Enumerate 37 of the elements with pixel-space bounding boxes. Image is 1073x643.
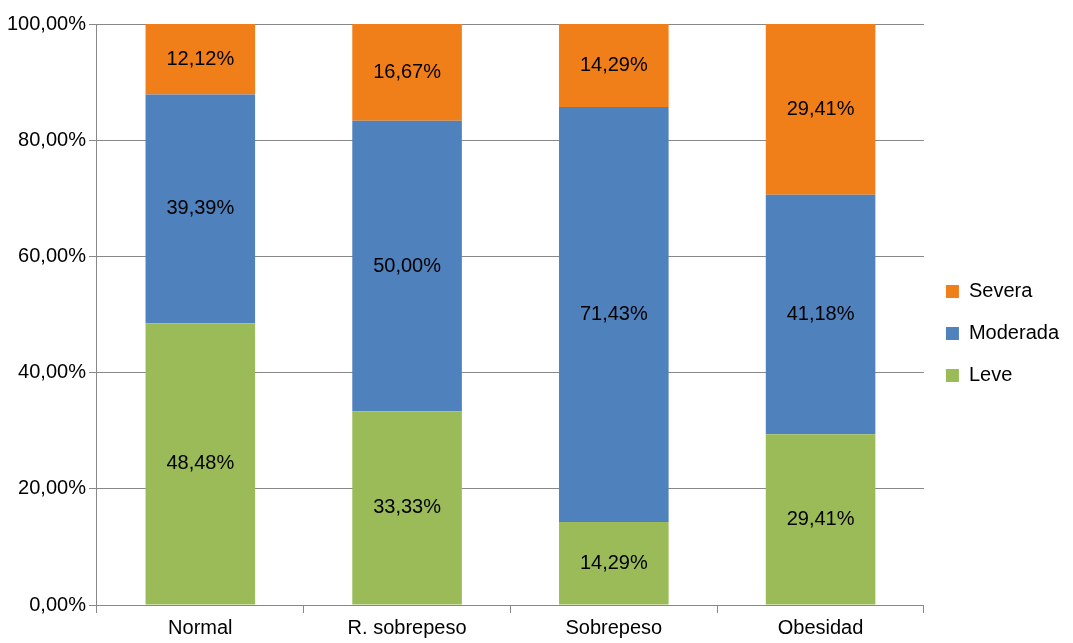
data-label: 71,43% <box>579 301 648 324</box>
x-tick-label: Normal <box>168 615 233 638</box>
data-label: 41,18% <box>786 302 855 325</box>
legend-label: Moderada <box>968 321 1060 344</box>
data-label: 14,29% <box>579 52 648 75</box>
legend-label: Severa <box>968 279 1034 302</box>
bar <box>145 24 256 95</box>
bar <box>352 411 462 605</box>
bar <box>765 24 876 195</box>
bar <box>765 194 876 435</box>
y-tick-label: 100,00% <box>6 11 87 34</box>
data-label: 16,67% <box>373 59 442 82</box>
data-label: 50,00% <box>373 253 442 276</box>
bar <box>145 323 256 605</box>
y-tick-label: 80,00% <box>18 127 87 150</box>
y-tick-label: 0,00% <box>29 592 87 615</box>
data-label: 48,48% <box>166 451 235 474</box>
bar <box>145 94 256 324</box>
bar <box>352 120 462 412</box>
bar <box>352 24 462 121</box>
data-label: 29,41% <box>786 96 855 119</box>
y-tick-label: 40,00% <box>18 360 87 383</box>
y-tick-label: 60,00% <box>18 243 87 266</box>
bar <box>559 24 669 107</box>
data-label: 14,29% <box>579 550 648 573</box>
bar <box>559 521 669 605</box>
data-label: 29,41% <box>786 506 855 529</box>
x-tick-label: Obesidad <box>777 615 864 638</box>
data-label: 12,12% <box>166 46 235 69</box>
x-tick-label: Sobrepeso <box>565 615 663 638</box>
bar <box>559 106 669 522</box>
data-label: 33,33% <box>373 495 442 518</box>
data-label: 39,39% <box>166 196 235 219</box>
y-tick-label: 20,00% <box>18 476 87 499</box>
legend-label: Leve <box>968 363 1013 386</box>
bar <box>765 434 876 605</box>
x-tick-label: R. sobrepeso <box>347 615 467 638</box>
